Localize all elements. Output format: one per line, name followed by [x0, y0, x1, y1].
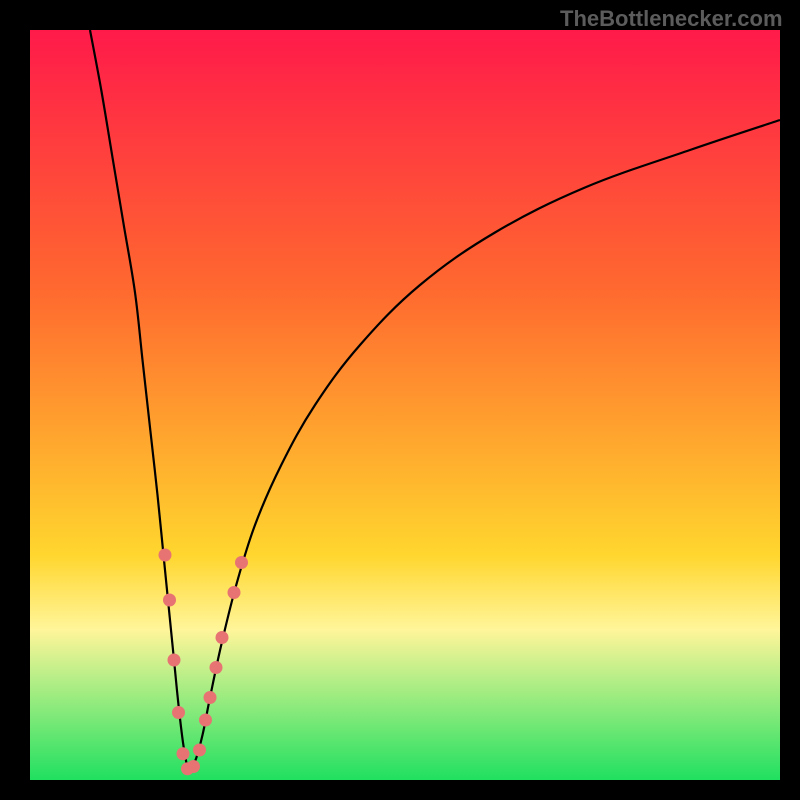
- data-marker: [199, 714, 212, 727]
- data-marker: [159, 549, 172, 562]
- data-marker: [204, 691, 217, 704]
- data-marker: [228, 586, 241, 599]
- data-marker: [235, 556, 248, 569]
- data-marker: [216, 631, 229, 644]
- data-marker: [177, 747, 190, 760]
- data-marker: [172, 706, 185, 719]
- chart-frame: TheBottlenecker.com: [0, 0, 800, 800]
- data-marker: [210, 661, 223, 674]
- data-marker: [187, 760, 200, 773]
- watermark-text: TheBottlenecker.com: [560, 6, 783, 32]
- data-marker: [163, 594, 176, 607]
- data-marker: [168, 654, 181, 667]
- right-branch-curve: [188, 120, 781, 769]
- bottleneck-curve-chart: [0, 0, 800, 800]
- data-marker: [193, 744, 206, 757]
